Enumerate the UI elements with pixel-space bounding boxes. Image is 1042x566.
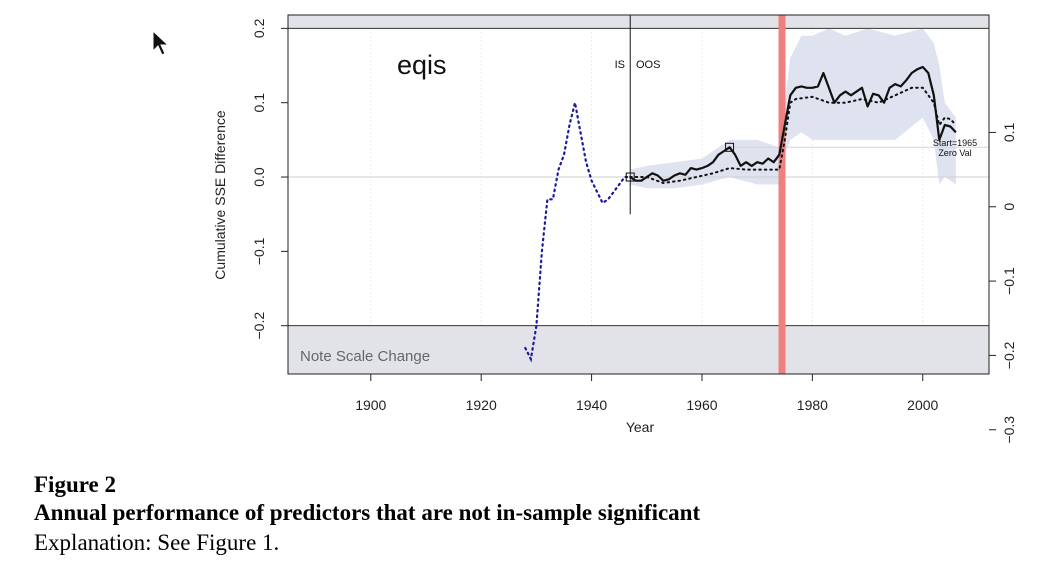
scale-change-region-bottom: [288, 325, 989, 374]
y-tick-label: 0.1: [251, 93, 267, 113]
series-line-oos-dotted: [629, 86, 957, 185]
panel-title: eqis: [397, 50, 447, 80]
x-axis-label: Year: [626, 419, 655, 435]
right-y-tick-label: 0.1: [1001, 122, 1017, 142]
y-tick-label: 0.2: [251, 18, 267, 38]
y-tick-label: −0.1: [251, 237, 267, 265]
y-tick-label: 0.0: [251, 167, 267, 187]
figure-label: Figure 2: [34, 472, 116, 497]
x-tick-label: 1980: [797, 397, 828, 413]
x-tick-label: 1960: [686, 397, 717, 413]
in-sample-label: IS: [615, 59, 625, 71]
y-tick-label: −0.2: [251, 312, 267, 340]
y-axis-label: Cumulative SSE Difference: [212, 110, 228, 280]
plot-area: 1900 1920 1940 1960 1980 2000 −0.2 −0.1 0.0 0.1 0.…: [251, 14, 1017, 444]
x-tick-label: 1900: [355, 397, 386, 413]
x-tick-label: 2000: [907, 397, 938, 413]
event-shade-bar: [778, 15, 786, 374]
zero-note-zero-val: Zero Val: [938, 148, 971, 158]
chart: 1900 1920 1940 1960 1980 2000 −0.2 −0.1 0.0 0.1 0.…: [212, 14, 1017, 444]
square-marker: [625, 172, 635, 182]
right-y-tick-label: −0.1: [1001, 267, 1017, 295]
mouse-pointer-icon: [152, 30, 170, 56]
out-of-sample-label: OOS: [636, 59, 660, 71]
series-line-in-sample: [524, 102, 632, 363]
zero-note-start: Start=1965: [933, 138, 977, 148]
right-y-tick-label: 0: [1001, 203, 1017, 211]
x-tick-label: 1940: [576, 397, 607, 413]
right-y-tick-label: −0.2: [1001, 341, 1017, 369]
scale-change-note: Note Scale Change: [300, 348, 430, 365]
square-marker: [725, 142, 735, 152]
figure-title: Annual performance of predictors that ar…: [34, 500, 701, 525]
series-line-oos-solid: [629, 65, 957, 182]
right-y-tick-label: −0.3: [1001, 416, 1017, 444]
x-tick-label: 1920: [466, 397, 497, 413]
scale-change-region-top: [288, 15, 989, 29]
figure-explanation: Explanation: See Figure 1.: [34, 530, 280, 555]
confidence-band: [630, 28, 956, 189]
